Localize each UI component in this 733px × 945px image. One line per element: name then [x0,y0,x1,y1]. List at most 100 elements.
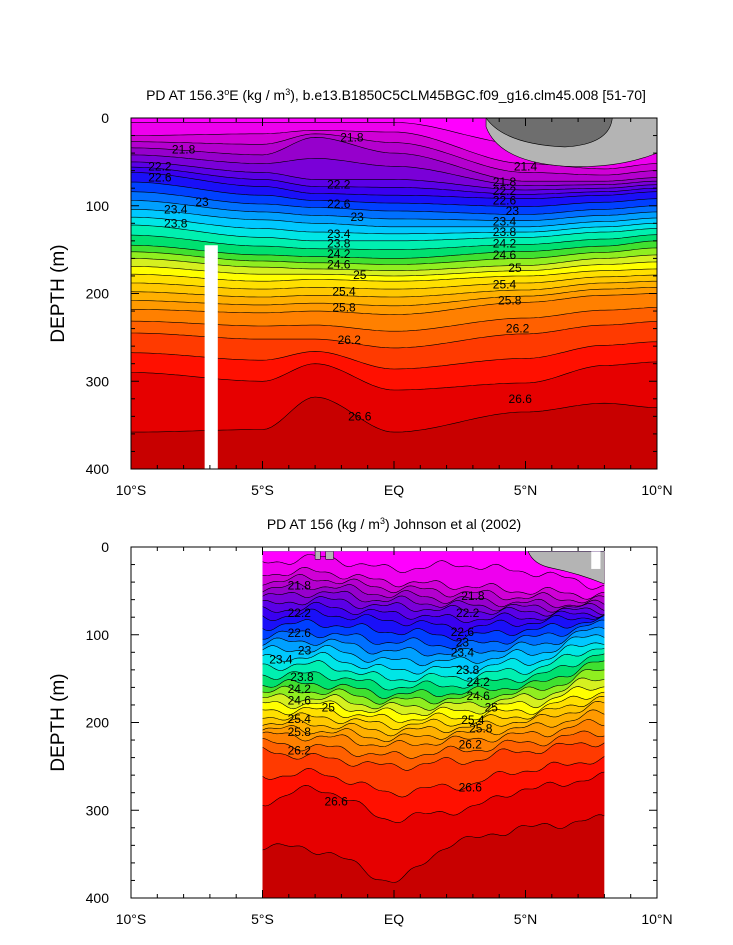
contour-label: 22.6 [288,626,312,640]
contour-line-21.6 [131,133,657,176]
contour-label: 21.8 [493,175,517,189]
contour-label: 25 [485,701,499,715]
title-main: PD AT 156.3 [146,87,224,103]
contour-label: 23.8 [456,663,480,677]
title-tail: ) Johnson et al (2002) [385,516,521,532]
contour-label: 22.2 [493,184,517,198]
gray-notch-2 [325,551,334,560]
contour-label: 23.4 [164,202,188,216]
contour-label: 23.4 [269,652,293,666]
contour-line-22.8 [262,615,605,642]
y-tick-label: 200 [86,715,110,731]
contour-line-26.4 [262,756,605,798]
contour-label: 25.4 [332,285,356,299]
contour-label: 24.2 [327,247,351,261]
contour-line-22 [131,154,657,186]
contour-line-25.8 [262,719,605,748]
contour-line-25.2 [262,696,605,731]
contour-label: 23 [351,210,365,224]
contour-line-23.2 [262,626,605,657]
y-tick-label: 300 [86,802,110,818]
contour-line-26.6 [131,361,657,391]
contour-label: 25 [508,261,522,275]
missing-data-notch [591,551,601,569]
contour-label: 21.8 [461,589,485,603]
x-tick-label: 10°N [641,482,672,498]
contour-line-24.6 [131,254,657,271]
contour-label: 22.2 [148,159,172,173]
contour-line-22.4 [131,166,657,195]
contour-label: 25 [322,701,336,715]
contour-line-26 [131,307,657,332]
contour-label: 23.4 [493,215,517,229]
contour-label: 23.4 [451,645,475,659]
contour-label: 22.2 [456,606,480,620]
contour-line-25.6 [131,287,657,307]
missing-data-column [204,245,218,469]
contour-label: 22.2 [288,606,312,620]
contour-label: 21.8 [340,130,364,144]
contour-line-22.2 [262,596,605,617]
contour-label: 22.2 [327,178,351,192]
contour-label: 24.6 [466,689,490,703]
contour-band-21.2 [262,551,605,590]
y-tick-label: 400 [86,890,110,906]
contour-line-22.6 [262,608,605,633]
gray-notch-1 [314,551,321,560]
contour-line-23.6 [262,642,605,675]
contour-label: 24.6 [327,258,351,272]
contour-label: 23 [456,636,470,650]
x-tick-label: 10°S [116,911,147,927]
contour-line-24.4 [131,247,657,265]
y-axis-label: DEPTH (m) [48,244,69,342]
y-tick-label: 100 [86,198,110,214]
contour-line-22.2 [131,161,657,191]
contour-label: 22.6 [493,193,517,207]
x-tick-label: EQ [384,911,404,927]
contour-label: 21.8 [172,143,196,157]
contour-label: 24.2 [493,236,517,250]
x-tick-label: 5°S [251,911,274,927]
contour-line-25 [131,268,657,282]
contour-line-25.8 [131,293,657,315]
y-axis-label: DEPTH (m) [48,673,69,771]
title-units: E (kg / m [229,87,285,103]
contour-line-26.8 [131,396,657,433]
contour-line-25.2 [131,274,657,290]
contour-label: 26.6 [324,794,348,808]
contour-label: 25.4 [288,712,312,726]
chart-title: PD AT 156 (kg / m3) Johnson et al (2002) [267,516,521,532]
x-tick-label: 10°N [641,911,672,927]
x-tick-label: 10°S [116,482,147,498]
title-tail: ), b.e13.B1850C5CLM45BGC.f09_g16.clm45.0… [290,87,646,103]
contour-label: 26.2 [338,333,362,347]
contour-line-26 [262,730,605,759]
contour-label: 23.8 [493,225,517,239]
dark-gray-region [485,118,613,148]
contour-label: 24.2 [288,682,312,696]
contour-line-24.2 [262,660,605,699]
contour-line-25.4 [262,700,605,737]
contour-line-24.6 [262,677,605,711]
contour-label: 23.8 [164,216,188,230]
y-tick-label: 300 [86,373,110,389]
contour-line-24.2 [131,240,657,259]
y-tick-label: 0 [101,539,109,555]
contour-label: 22.6 [148,171,172,185]
contour-field [262,551,605,898]
contour-line-22 [262,590,605,613]
contour-line-24.8 [131,261,657,277]
title-exponent: 3 [380,516,385,526]
y-tick-label: 100 [86,627,110,643]
contour-label: 22.6 [327,197,351,211]
contour-label: 25 [353,268,367,282]
contour-label: 26.2 [288,744,312,758]
contour-line-23.8 [131,224,657,242]
contour-line-23.4 [131,209,657,228]
contour-line-22.4 [262,601,605,623]
contour-label: 25.4 [461,713,485,727]
contour-line-26.6 [262,771,605,823]
title-degree: o [224,87,229,97]
contour-line-25.4 [131,280,657,298]
